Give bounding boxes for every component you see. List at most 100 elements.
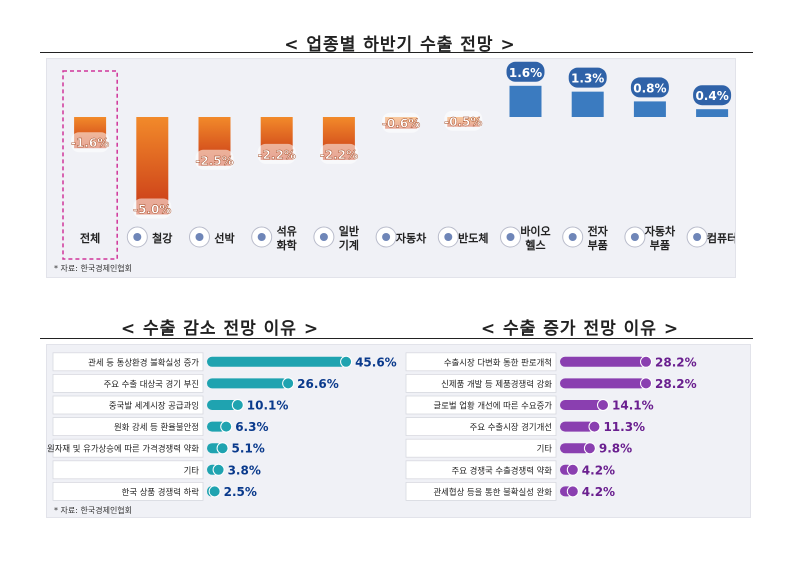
reason-label-box — [405, 373, 557, 393]
industry-chart-panel: -1.6% 전체 -5.0% 철강 -2.5% 선박 -2.2% 석유 화학 -2.2% 일반 기계 -… — [46, 58, 737, 278]
reason-label-box — [52, 438, 204, 458]
data-label: -2.2% — [320, 148, 358, 162]
bar-end-dot — [583, 442, 596, 455]
category-label: 선박 — [214, 231, 234, 245]
category-label: 부품 — [588, 239, 608, 252]
increase-reasons-title: < 수출 증가 전망 이유 > — [480, 319, 680, 339]
data-label-bg — [133, 198, 172, 219]
reason-value: 3.8% — [228, 463, 261, 477]
reason-label: 원자재 및 유가상승에 따른 가격경쟁력 약화 — [47, 444, 199, 454]
reason-bar-2 — [207, 378, 289, 389]
source-note-top: * 자료: 한국경제인협회 — [54, 264, 133, 273]
source-note-bottom: * 자료: 한국경제인협회 — [54, 506, 133, 515]
reason-label: 기타 — [184, 465, 200, 475]
data-label: -0.6% — [382, 117, 420, 131]
reason-label-box — [52, 395, 204, 415]
gear-machine-icon-glyph — [319, 233, 328, 241]
monitor-icon-glyph — [693, 233, 702, 241]
highlight-box — [62, 70, 118, 260]
reason-label: 신제품 개발 등 제품경쟁력 강화 — [441, 379, 552, 389]
plug-icon-glyph — [568, 233, 577, 241]
dna-icon-glyph — [506, 233, 515, 241]
reason-label: 글로벌 업황 개선에 따른 수요증가 — [433, 401, 552, 411]
reason-label: 원화 강세 등 환율불안정 — [114, 422, 199, 432]
reason-bar-2 — [560, 378, 647, 389]
bar-10 — [633, 101, 666, 117]
data-label-bg — [71, 132, 110, 153]
category-label: 전체 — [80, 231, 100, 245]
chip-icon-glyph — [444, 233, 453, 241]
bar-end-dot — [216, 442, 229, 455]
reason-label: 수출시장 다변화 통한 판로개척 — [444, 357, 552, 367]
bar-8 — [509, 85, 542, 117]
reason-value: 2.5% — [224, 485, 257, 499]
category-label: 일반 — [339, 224, 359, 238]
reasons-panel: 관세 등 통상환경 불확실성 증가 45.6% 주요 수출 대상국 경기 부진 26.… — [46, 344, 751, 518]
data-label: -5.0% — [133, 203, 171, 217]
category-label: 석유 — [277, 224, 297, 238]
reason-value: 28.2% — [655, 355, 697, 369]
bar-end-dot — [208, 485, 221, 498]
reason-label: 기타 — [537, 444, 553, 454]
reason-label: 한국 상품 경쟁력 하락 — [122, 487, 200, 497]
data-label: -1.6% — [71, 136, 109, 150]
reason-value: 4.2% — [582, 485, 615, 499]
category-label: 반도체 — [458, 231, 488, 245]
data-label: -0.5% — [444, 115, 482, 129]
bar-end-dot — [597, 399, 610, 411]
data-label-bg — [382, 112, 421, 133]
data-label-bg — [506, 61, 545, 82]
reason-value: 10.1% — [247, 399, 289, 413]
data-label-bg — [630, 77, 669, 98]
bar-end-dot — [340, 355, 353, 368]
reason-value: 6.3% — [235, 420, 268, 434]
reason-label-box — [405, 460, 557, 480]
reason-bar-3 — [207, 400, 238, 410]
category-label: 자동차 — [645, 224, 676, 238]
bar-9 — [571, 91, 604, 117]
data-label: 0.4% — [695, 89, 728, 103]
category-label: 컴퓨터 — [707, 231, 735, 245]
title-divider — [40, 52, 753, 53]
reason-label-box — [405, 417, 557, 436]
bar-end-dot — [231, 399, 244, 411]
tire-icon-glyph — [630, 233, 639, 241]
car-icon-glyph — [382, 233, 391, 241]
reason-label: 주요 수출시장 경기개선 — [470, 422, 552, 432]
bar-end-dot — [640, 355, 653, 368]
reason-label: 주요 수출 대상국 경기 부진 — [104, 379, 199, 389]
data-label-bg — [444, 110, 483, 131]
data-label: -2.2% — [258, 148, 296, 162]
reason-value: 28.2% — [655, 377, 697, 391]
bar-2 — [136, 117, 169, 215]
decrease-reasons-chart: 관세 등 통상환경 불확실성 증가 45.6% 주요 수출 대상국 경기 부진 26.… — [47, 352, 397, 501]
data-label-bg — [195, 149, 234, 170]
data-label: 1.6% — [509, 66, 542, 80]
data-label-bg — [568, 67, 607, 88]
category-label: 화학 — [277, 238, 297, 252]
bar-end-dot — [566, 485, 579, 498]
data-label-bg — [257, 143, 296, 164]
industry-outlook-title: < 업종별 하반기 수출 전망 > — [284, 35, 516, 55]
reason-label-box — [405, 481, 557, 501]
reason-label-box — [52, 481, 204, 501]
bar-end-dot — [212, 463, 225, 476]
reason-label: 관세 등 통상환경 불확실성 증가 — [88, 357, 199, 367]
reason-label-box — [405, 352, 557, 372]
reason-bar-1 — [207, 356, 347, 367]
reason-label: 주요 경쟁국 수출경쟁력 약화 — [452, 465, 553, 475]
data-label: 0.8% — [633, 81, 666, 95]
decrease-reasons-title: < 수출 감소 전망 이유 > — [120, 319, 320, 339]
data-label: -2.5% — [195, 154, 233, 168]
bar-end-dot — [282, 377, 295, 390]
bar-end-dot — [588, 420, 601, 433]
bar-end-dot — [640, 377, 653, 390]
category-label: 전자 — [588, 224, 609, 238]
reason-value: 26.6% — [297, 377, 339, 391]
bar-11 — [696, 109, 729, 117]
category-label: 바이오 — [520, 224, 550, 238]
reason-bar-3 — [560, 400, 604, 410]
category-label: 철강 — [152, 231, 172, 245]
reasons-divider — [40, 338, 753, 339]
category-label: 기계 — [339, 238, 359, 252]
